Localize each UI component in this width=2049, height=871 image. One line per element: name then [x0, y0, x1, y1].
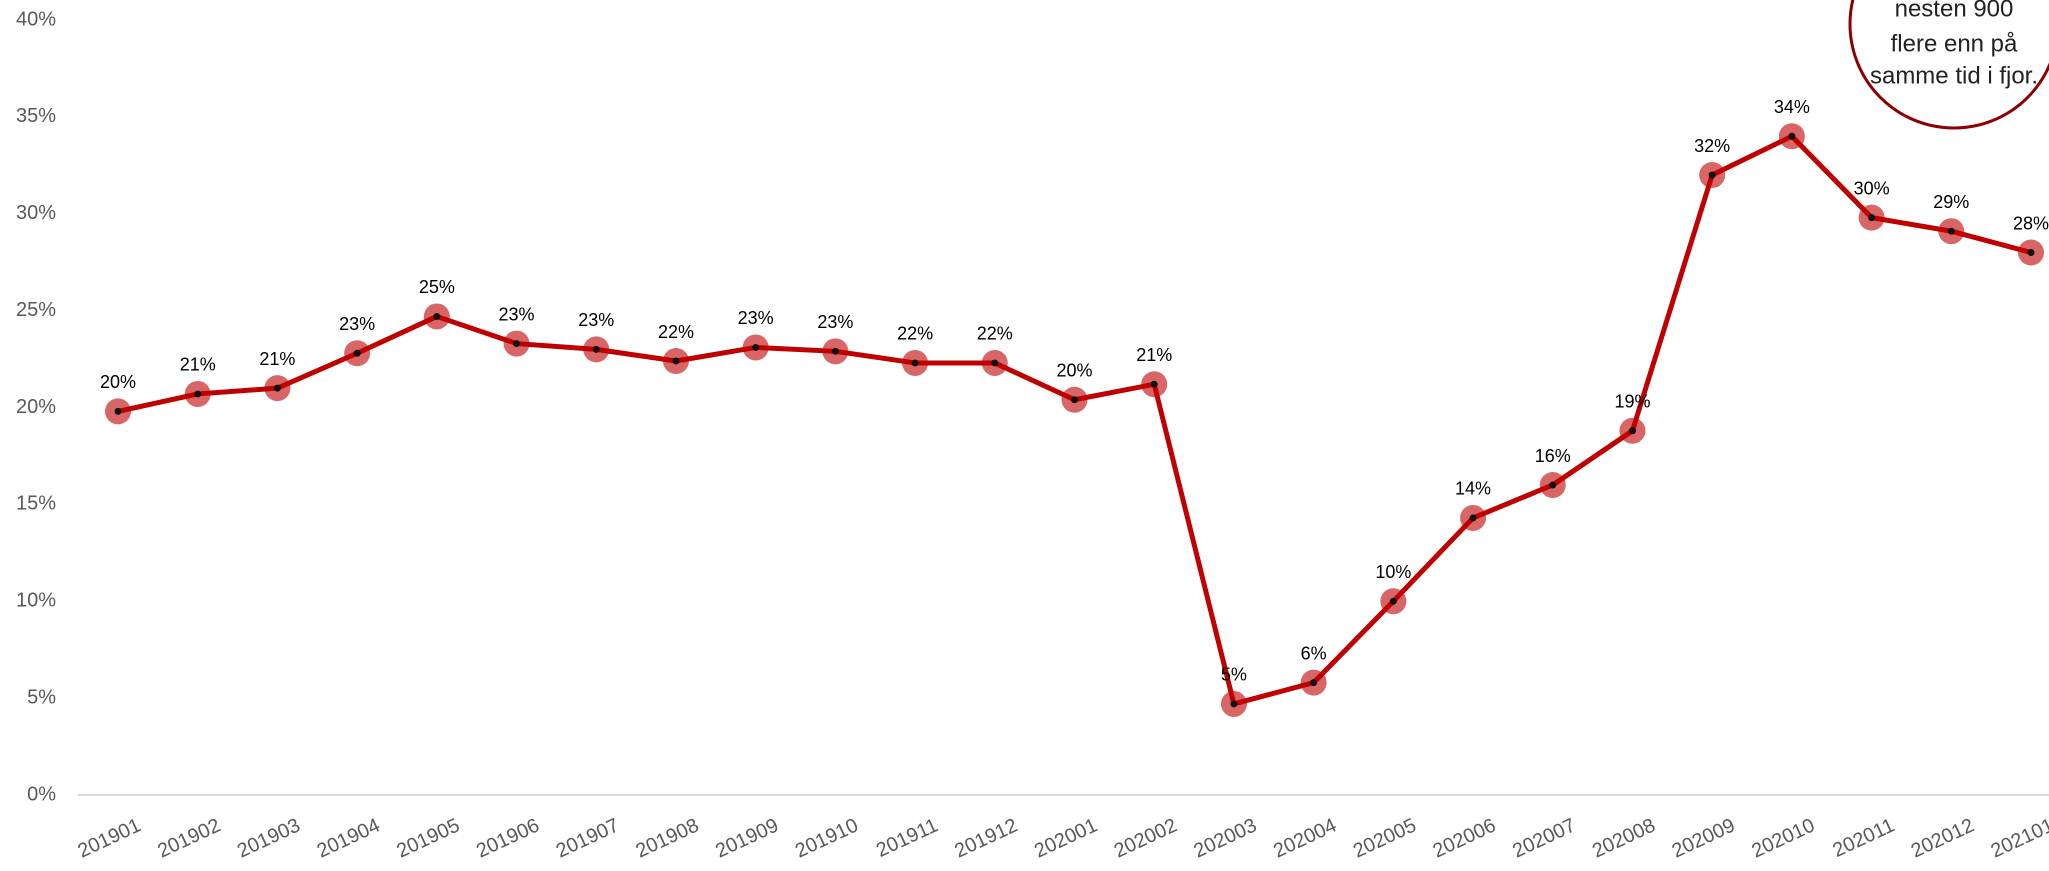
x-tick-label: 202009	[1669, 814, 1739, 862]
chart: nesten 900 flere enn på samme tid i fjor…	[0, 0, 2049, 871]
y-tick-label: 10%	[16, 590, 56, 612]
x-tick-label: 201905	[393, 814, 463, 862]
data-label: 23%	[339, 314, 375, 334]
data-label: 29%	[1933, 192, 1969, 212]
marker-center	[1230, 700, 1237, 707]
data-line	[118, 136, 2031, 704]
data-label: 19%	[1614, 392, 1650, 412]
x-tick-label: 201910	[792, 814, 862, 862]
y-tick-label: 25%	[16, 299, 56, 321]
data-label: 32%	[1694, 136, 1730, 156]
data-label: 23%	[578, 310, 614, 330]
x-tick-label: 201911	[873, 814, 941, 862]
marker-center	[513, 340, 520, 347]
annotation: samme tid i fjor.	[1870, 62, 2038, 89]
marker-center	[1549, 482, 1556, 489]
marker-center	[672, 358, 679, 365]
data-label: 25%	[419, 277, 455, 297]
data-label: 23%	[817, 312, 853, 332]
marker-center	[1470, 514, 1477, 521]
y-tick-label: 15%	[16, 493, 56, 515]
marker-center	[1390, 598, 1397, 605]
data-label: 21%	[259, 349, 295, 369]
data-label: 28%	[2013, 213, 2049, 233]
marker-center	[433, 313, 440, 320]
x-tick-label: 202001	[1031, 814, 1101, 862]
x-tick-label: 202010	[1748, 814, 1818, 862]
marker-center	[593, 346, 600, 353]
data-label: 10%	[1375, 562, 1411, 582]
data-label: 30%	[1854, 178, 1890, 198]
data-label: 22%	[977, 324, 1013, 344]
x-tick-label: 202005	[1350, 814, 1420, 862]
data-label: 20%	[100, 372, 136, 392]
data-label: 16%	[1535, 446, 1571, 466]
marker-center	[991, 359, 998, 366]
x-tick-label: 201906	[473, 814, 543, 862]
y-tick-label: 0%	[27, 783, 56, 805]
marker-center	[1629, 427, 1636, 434]
x-tick-label: 201909	[712, 814, 782, 862]
marker-center	[752, 344, 759, 351]
data-label: 22%	[897, 324, 933, 344]
annotation: nesten 900	[1895, 0, 2014, 22]
data-label: 14%	[1455, 479, 1491, 499]
data-label: 23%	[738, 308, 774, 328]
marker-center	[912, 359, 919, 366]
x-tick-label: 202006	[1430, 814, 1500, 862]
data-label: 20%	[1056, 361, 1092, 381]
marker-center	[1071, 396, 1078, 403]
x-tick-label: 201902	[154, 814, 224, 862]
x-tick-label: 201907	[553, 814, 623, 862]
x-tick-label: 202012	[1908, 814, 1978, 862]
x-tick-label: 201901	[75, 814, 145, 862]
data-label: 22%	[658, 322, 694, 342]
x-tick-label: 201903	[234, 814, 304, 862]
data-label: 34%	[1774, 97, 1810, 117]
marker-center	[354, 350, 361, 357]
marker-center	[1151, 381, 1158, 388]
marker-center	[1788, 133, 1795, 140]
y-tick-label: 20%	[16, 396, 56, 418]
annotation: flere enn på	[1891, 30, 2018, 57]
marker-center	[2028, 249, 2035, 256]
data-label: 21%	[180, 355, 216, 375]
x-tick-label: 202011	[1829, 814, 1897, 862]
marker-center	[1948, 228, 1955, 235]
marker-center	[274, 385, 281, 392]
x-tick-label: 202008	[1589, 814, 1659, 862]
data-label: 5%	[1221, 665, 1247, 685]
data-label: 23%	[499, 304, 535, 324]
marker-center	[1868, 214, 1875, 221]
marker-center	[194, 390, 201, 397]
data-label: 21%	[1136, 345, 1172, 365]
marker-center	[832, 348, 839, 355]
x-tick-label: 202002	[1111, 814, 1181, 862]
y-tick-label: 30%	[16, 202, 56, 224]
y-tick-label: 40%	[16, 8, 56, 30]
y-tick-label: 35%	[16, 105, 56, 127]
x-tick-label: 201912	[951, 814, 1021, 862]
marker-center	[1310, 679, 1317, 686]
y-tick-label: 5%	[27, 686, 56, 708]
x-tick-label: 202007	[1509, 814, 1579, 862]
data-label: 6%	[1301, 643, 1327, 663]
marker-center	[1709, 172, 1716, 179]
x-tick-label: 202004	[1270, 814, 1340, 862]
marker-center	[115, 408, 122, 415]
x-tick-label: 202101	[1988, 814, 2049, 862]
x-tick-label: 202003	[1190, 814, 1260, 862]
x-tick-label: 201904	[314, 814, 384, 862]
x-tick-label: 201908	[633, 814, 703, 862]
